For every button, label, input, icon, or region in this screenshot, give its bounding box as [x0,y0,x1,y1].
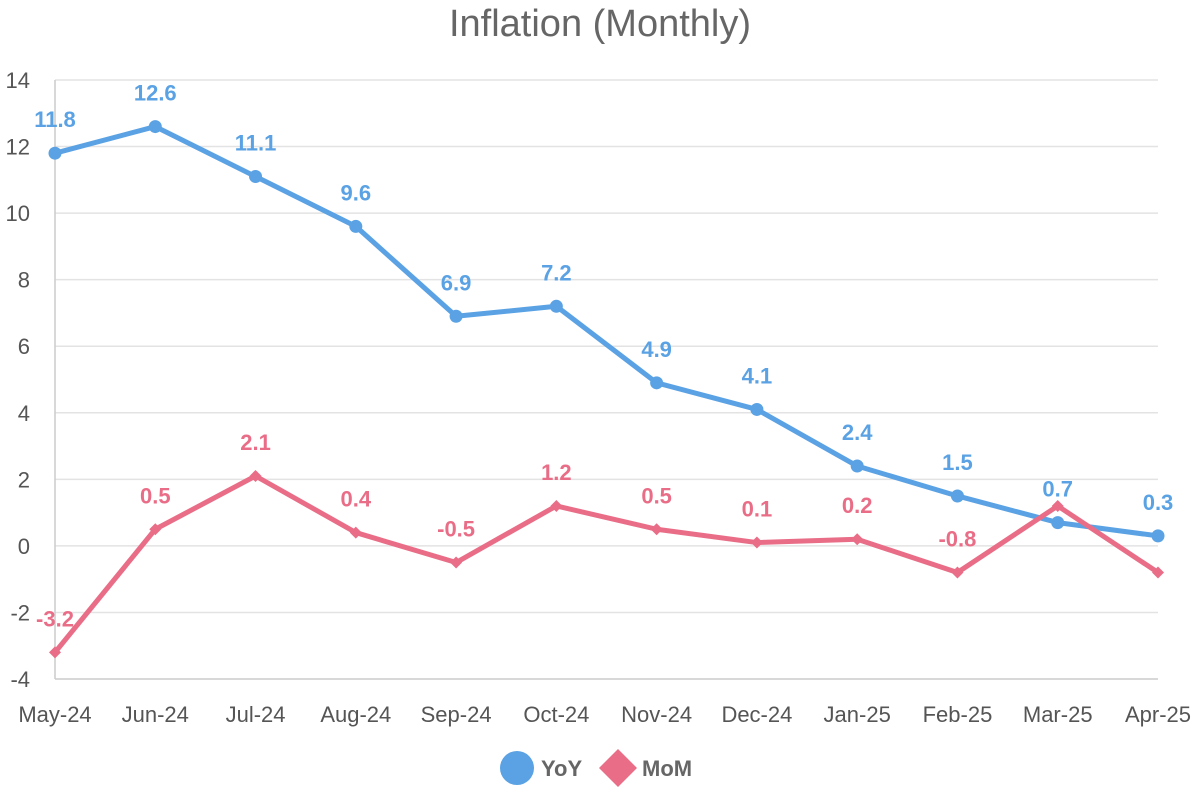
data-point [49,646,61,659]
x-axis-ticks: May-24 Jun-24 Jul-24 Aug-24 Sep-24 Oct-24 Nov-… [18,702,1191,727]
x-tick-label: Nov-24 [621,702,692,727]
data-point [1051,499,1064,512]
y-tick-label: 10 [6,201,30,226]
data-label: 0.7 [1042,477,1073,502]
data-label: 1.5 [942,450,973,475]
data-point [650,376,664,390]
data-point [750,402,764,416]
data-point [349,219,363,233]
data-point [549,299,563,313]
data-label: 2.1 [240,430,271,455]
series-line-yoy [52,124,1161,539]
data-point [149,523,162,536]
x-tick-label: Mar-25 [1023,702,1093,727]
y-tick-label: 6 [18,334,30,359]
data-label: 4.9 [641,337,672,362]
data-label: -0.8 [938,527,976,552]
data-label: 0.4 [341,487,372,512]
data-label: 9.6 [341,180,372,205]
series-layer [48,120,1165,659]
y-tick-label: -2 [10,600,30,625]
data-point [1051,516,1065,530]
series-mom [49,470,1164,659]
data-label: 0.5 [641,483,672,508]
data-label: 11.1 [235,131,277,156]
x-tick-label: Jun-24 [122,702,189,727]
x-tick-label: Jan-25 [824,702,891,727]
x-tick-label: May-24 [18,702,91,727]
data-label: 4.1 [742,363,773,388]
data-point [950,489,964,503]
data-label-layer: 11.8 12.6 11.1 9.6 6.9 7.2 4.9 4.1 2.4 1.5 0.7 0.3 -… [34,81,1173,632]
data-point [48,146,62,160]
data-point [650,523,663,536]
y-tick-label: 8 [18,268,30,293]
data-label: 2.4 [842,420,873,445]
grid-layer [54,79,1158,680]
data-label: 0.3 [1143,490,1174,515]
y-tick-label: 12 [6,135,30,160]
data-label: 1.2 [541,460,572,485]
data-point [249,470,262,483]
data-label: -3.2 [36,606,74,631]
data-point [951,566,964,579]
data-label: 0.2 [842,493,873,518]
y-tick-label: 0 [18,534,30,559]
data-label: 6.9 [441,270,472,295]
y-tick-label: -4 [10,667,30,692]
x-tick-label: Sep-24 [421,702,492,727]
series-yoy [48,120,1165,543]
y-tick-label: 4 [18,401,30,426]
data-label: 0.5 [140,483,171,508]
y-tick-label: 14 [6,68,30,93]
legend: YoY MoM [500,749,692,787]
data-label: -0.5 [437,517,475,542]
series-line-mom [52,473,1161,655]
x-tick-label: Dec-24 [721,702,792,727]
data-point [449,309,463,323]
y-tick-label: 2 [18,467,30,492]
data-point [349,526,362,539]
x-tick-label: Apr-25 [1125,702,1191,727]
legend-marker-mom [599,749,637,787]
legend-marker-yoy [500,751,534,785]
data-point [450,556,463,569]
legend-label-yoy: YoY [541,756,582,781]
legend-label-mom: MoM [642,756,692,781]
data-point [851,533,864,546]
x-tick-label: Aug-24 [320,702,391,727]
data-label: 0.1 [742,497,773,522]
data-point [1151,529,1165,543]
data-label: 12.6 [134,81,177,106]
x-tick-label: Jul-24 [226,702,286,727]
y-axis-ticks: -4 -2 0 2 4 6 8 10 12 14 [6,68,30,692]
data-label: 7.2 [541,260,572,285]
data-point [750,536,763,549]
chart-title: Inflation (Monthly) [449,3,751,45]
data-point [148,120,162,134]
x-tick-label: Feb-25 [923,702,993,727]
x-tick-label: Oct-24 [523,702,589,727]
data-point [850,459,864,473]
data-point [1152,566,1164,579]
data-point [550,499,563,512]
data-label: 11.8 [34,107,76,132]
data-point [249,170,263,184]
